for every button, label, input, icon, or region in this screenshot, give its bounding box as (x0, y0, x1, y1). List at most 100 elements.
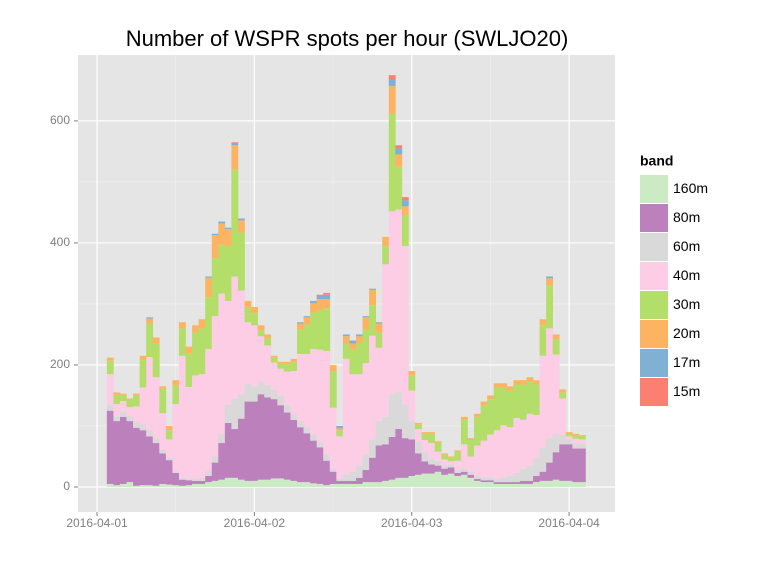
bar-segment (526, 465, 534, 481)
bar-segment (559, 444, 567, 481)
bar-segment (283, 371, 291, 406)
bar-segment (552, 354, 560, 434)
bar-segment (251, 306, 258, 314)
legend-swatch (640, 378, 668, 406)
bar-segment (257, 394, 265, 480)
bar-segment (231, 145, 239, 170)
bar-segment (113, 485, 121, 487)
bar-segment (460, 471, 468, 475)
y-tick-label: 400 (50, 235, 70, 249)
bar-segment (447, 467, 455, 474)
bar-segment (146, 430, 154, 437)
bar-segment (231, 429, 239, 478)
bar-segment (474, 413, 481, 417)
bar-segment (178, 355, 186, 478)
bar-segment (257, 325, 265, 331)
bar-segment (342, 480, 350, 484)
bar-segment (500, 483, 508, 487)
bar-segment (251, 386, 258, 402)
bar-segment (369, 335, 376, 440)
bar-segment (467, 456, 475, 472)
bar-segment (277, 396, 285, 406)
bar-segment (565, 432, 573, 434)
bar-segment (329, 468, 337, 472)
bar-segment (552, 479, 560, 487)
bar-segment (559, 480, 567, 487)
bar-segment (552, 452, 560, 480)
bar-segment (185, 353, 193, 387)
bar-segment (441, 453, 449, 455)
bar-segment (513, 472, 521, 483)
bar-segment (349, 374, 357, 472)
bar-segment (467, 471, 475, 475)
bar-segment (572, 443, 580, 449)
legend-swatch (640, 175, 668, 203)
bar-segment (369, 288, 376, 290)
bar-segment (356, 483, 363, 487)
bar-segment (421, 433, 429, 441)
bar-segment (323, 454, 331, 461)
bar-segment (323, 460, 331, 486)
bar-segment (421, 432, 429, 434)
bar-segment (375, 347, 383, 422)
bar-segment (395, 209, 403, 393)
bar-segment (119, 394, 127, 401)
bar-segment (408, 371, 416, 376)
bar-segment (152, 485, 160, 487)
bar-segment (441, 468, 449, 475)
bar-segment (546, 276, 554, 279)
legend-label: 60m (673, 238, 700, 254)
bar-segment (329, 371, 337, 408)
bar-segment (388, 113, 396, 212)
bar-segment (382, 416, 390, 445)
bar-segment (165, 439, 173, 458)
bar-segment (146, 357, 154, 431)
bar-segment (185, 386, 193, 479)
bar-segment (500, 383, 508, 388)
bar-segment (546, 480, 554, 487)
legend-swatch (640, 233, 668, 261)
bar-segment (460, 416, 468, 420)
bar-segment (159, 453, 167, 484)
bar-segment (192, 479, 199, 481)
bar-segment (519, 380, 527, 385)
bar-segment (251, 325, 258, 387)
bar-segment (119, 400, 127, 412)
bar-segment (237, 479, 245, 487)
bar-segment (362, 316, 370, 318)
bar-segment (211, 462, 219, 481)
bar-segment (192, 480, 199, 484)
bar-segment (205, 297, 213, 350)
bar-segment (526, 381, 534, 414)
bar-segment (408, 439, 416, 477)
bar-segment (165, 460, 173, 485)
bar-segment (329, 483, 337, 487)
bar-segment (362, 454, 370, 470)
bar-segment (251, 480, 258, 487)
bar-segment (310, 312, 317, 350)
bar-segment (296, 323, 304, 330)
bar-segment (165, 457, 173, 461)
bar-segment (362, 329, 370, 364)
bar-segment (231, 276, 239, 399)
bar-segment (310, 300, 317, 304)
legend-label: 30m (673, 296, 700, 312)
bar-segment (546, 278, 554, 286)
bar-segment (480, 401, 488, 406)
bar-segment (290, 371, 298, 414)
bar-segment (178, 485, 186, 487)
bar-segment (224, 227, 232, 229)
bar-segment (382, 245, 390, 265)
bar-segment (139, 430, 147, 486)
bar-segment (434, 471, 442, 487)
bar-segment (290, 480, 298, 487)
bar-segment (388, 436, 396, 480)
bar-segment (218, 221, 226, 224)
bar-segment (264, 397, 272, 480)
bar-segment (264, 479, 272, 487)
bar-segment (447, 457, 455, 462)
bar-segment (375, 322, 383, 324)
bar-segment (336, 483, 344, 487)
bar-segment (401, 245, 409, 405)
